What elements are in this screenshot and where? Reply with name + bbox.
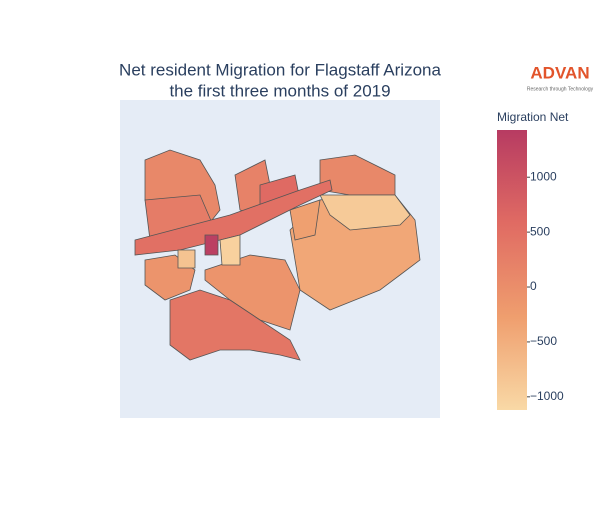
logo-tagline: Research through Technology [527, 86, 594, 92]
region [204, 254, 301, 331]
colorbar-tick-label: −1000 [530, 389, 564, 403]
region [134, 179, 333, 256]
chart-subtitle: the first three months of 2019 [169, 81, 390, 100]
colorbar-ticks: −1000 −500 0 500 1000 [527, 169, 564, 403]
region [289, 199, 321, 241]
logo-name: ADVAN [530, 63, 589, 82]
colorbar-tick-label: 0 [530, 279, 537, 293]
colorbar [497, 130, 527, 410]
map [134, 149, 421, 361]
chart-title: Net resident Migration for Flagstaff Ari… [119, 60, 441, 79]
colorbar-title: Migration Net [497, 110, 569, 124]
region [177, 249, 196, 269]
region [204, 234, 219, 256]
region [319, 194, 411, 231]
region [169, 289, 301, 361]
colorbar-tick-label: −500 [530, 334, 557, 348]
region [219, 234, 241, 266]
colorbar-tick-label: 1000 [530, 169, 557, 183]
colorbar-tick-label: 500 [530, 224, 550, 238]
